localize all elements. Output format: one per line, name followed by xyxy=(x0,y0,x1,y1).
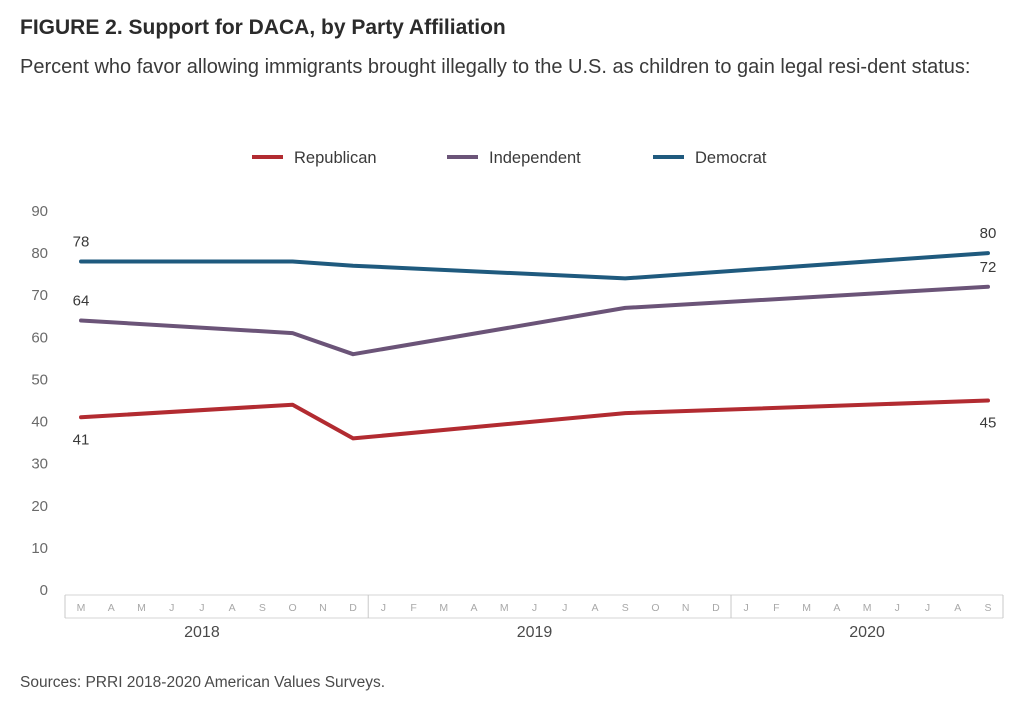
y-tick-label: 20 xyxy=(31,498,48,515)
month-tick-label: A xyxy=(833,602,840,614)
month-tick-label: M xyxy=(77,602,86,614)
month-tick-label: M xyxy=(863,602,872,614)
series-line-democrat xyxy=(79,251,990,281)
chart-legend: Republican Independent Democrat xyxy=(252,149,767,167)
month-tick-label: M xyxy=(500,602,509,614)
month-tick-label: S xyxy=(622,602,629,614)
month-tick-label: F xyxy=(773,602,779,614)
month-tick-label: A xyxy=(591,602,598,614)
month-tick-label: J xyxy=(532,602,537,614)
month-tick-label: N xyxy=(682,602,690,614)
year-label: 2019 xyxy=(517,624,553,641)
data-label: 72 xyxy=(980,259,997,276)
month-tick-label: O xyxy=(651,602,659,614)
y-tick-label: 50 xyxy=(31,371,48,388)
month-tick-label: S xyxy=(984,602,991,614)
y-tick-label: 0 xyxy=(40,582,48,599)
month-tick-label: F xyxy=(410,602,416,614)
legend-label: Republican xyxy=(294,149,377,167)
month-tick-label: S xyxy=(259,602,266,614)
source-note: Sources: PRRI 2018-2020 American Values … xyxy=(20,674,386,691)
y-tick-label: 90 xyxy=(31,203,48,220)
month-tick-label: M xyxy=(137,602,146,614)
chart-title: FIGURE 2. Support for DACA, by Party Aff… xyxy=(20,16,506,39)
month-tick-label: A xyxy=(108,602,115,614)
data-label: 41 xyxy=(73,431,90,448)
month-tick-label: D xyxy=(349,602,357,614)
month-tick-label: J xyxy=(199,602,204,614)
month-tick-label: J xyxy=(895,602,900,614)
month-tick-label: A xyxy=(471,602,478,614)
data-label: 78 xyxy=(73,234,90,251)
data-label: 45 xyxy=(980,415,997,432)
month-tick-label: D xyxy=(712,602,720,614)
y-axis: 0 10 20 30 40 50 60 70 80 90 xyxy=(31,203,48,599)
chart-subtitle: Percent who favor allowing immigrants br… xyxy=(20,56,971,78)
month-tick-label: A xyxy=(229,602,236,614)
legend-label: Democrat xyxy=(695,149,767,167)
y-tick-label: 80 xyxy=(31,245,48,262)
series-line-independent xyxy=(79,284,990,357)
y-tick-label: 70 xyxy=(31,287,48,304)
data-label: 80 xyxy=(980,225,997,242)
y-tick-label: 30 xyxy=(31,456,48,473)
month-tick-label: A xyxy=(954,602,961,614)
month-tick-label: J xyxy=(925,602,930,614)
x-axis: M A M J J A S O N D J F M A M J J A S O N D J F M A M J J A S 2018 2019 2… xyxy=(64,594,1004,641)
month-tick-label: J xyxy=(744,602,749,614)
month-tick-label: M xyxy=(802,602,811,614)
y-tick-label: 60 xyxy=(31,329,48,346)
month-tick-label: N xyxy=(319,602,327,614)
year-label: 2018 xyxy=(184,624,220,641)
month-tick-label: J xyxy=(169,602,174,614)
month-tick-label: M xyxy=(439,602,448,614)
series-lines xyxy=(79,251,990,441)
legend-label: Independent xyxy=(489,149,581,167)
month-tick-label: J xyxy=(381,602,386,614)
data-label: 64 xyxy=(73,292,90,309)
month-tick-label: O xyxy=(289,602,297,614)
y-tick-label: 40 xyxy=(31,414,48,431)
data-labels: 41 45 64 72 78 80 xyxy=(73,225,997,448)
y-tick-label: 10 xyxy=(31,540,48,557)
month-tick-label: J xyxy=(562,602,567,614)
year-label: 2020 xyxy=(849,624,885,641)
series-line-republican xyxy=(79,398,990,441)
